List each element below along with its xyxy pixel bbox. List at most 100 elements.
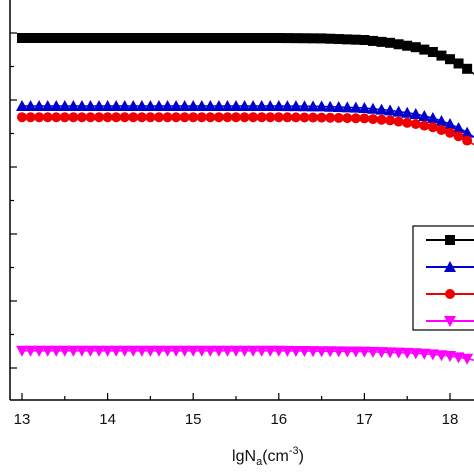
series-2-marker bbox=[118, 100, 131, 111]
series-4-marker bbox=[418, 348, 431, 360]
x-axis-title-main: lgN bbox=[232, 448, 256, 465]
series-3-marker bbox=[359, 113, 370, 124]
series-4-marker bbox=[41, 345, 54, 357]
series-3-marker bbox=[248, 112, 259, 123]
series-1-marker bbox=[171, 33, 182, 43]
series-4-marker bbox=[384, 347, 397, 359]
series-3-marker bbox=[453, 131, 464, 142]
series-2-marker bbox=[101, 100, 114, 111]
x-tick-label: 14 bbox=[99, 411, 116, 428]
series-1-marker bbox=[188, 33, 199, 43]
series-3-marker bbox=[68, 112, 79, 123]
series-2-marker bbox=[332, 101, 345, 113]
series-4-marker bbox=[324, 346, 337, 358]
series-1-marker bbox=[153, 33, 164, 43]
series-2-marker bbox=[50, 100, 63, 111]
series-3-marker bbox=[59, 112, 70, 123]
series-3-marker bbox=[385, 115, 396, 126]
series-1-marker bbox=[94, 33, 105, 43]
series-2-marker bbox=[247, 100, 260, 111]
series-1-marker bbox=[273, 33, 284, 43]
series-2-marker bbox=[110, 100, 123, 111]
series-2-marker bbox=[152, 100, 165, 111]
series-layer bbox=[16, 33, 474, 365]
series-2-marker bbox=[33, 100, 46, 111]
series-1-marker bbox=[196, 33, 207, 43]
series-4-marker bbox=[152, 345, 165, 357]
series-1-marker bbox=[367, 35, 378, 46]
series-4-marker bbox=[247, 345, 260, 357]
legend-marker-1 bbox=[445, 235, 455, 245]
series-4-marker bbox=[178, 345, 191, 357]
series-3-marker bbox=[282, 112, 293, 123]
series-2-marker bbox=[204, 100, 217, 111]
series-4-marker bbox=[67, 345, 80, 357]
series-2-marker bbox=[135, 100, 148, 111]
series-1-marker bbox=[179, 33, 190, 43]
series-4-marker bbox=[461, 353, 474, 365]
series-4-marker bbox=[401, 347, 414, 359]
series-3-marker bbox=[188, 112, 199, 123]
series-3-marker bbox=[136, 112, 147, 123]
series-1-marker bbox=[359, 35, 370, 45]
series-4-marker bbox=[332, 346, 345, 358]
series-4-marker bbox=[435, 350, 448, 362]
series-2-marker bbox=[212, 100, 225, 111]
series-2-marker bbox=[24, 100, 37, 111]
series-1-marker bbox=[402, 40, 413, 51]
series-1-marker bbox=[282, 33, 293, 44]
series-1-marker bbox=[68, 33, 79, 43]
series-4-marker bbox=[127, 345, 140, 357]
series-4-marker bbox=[101, 345, 114, 357]
series-1-marker bbox=[427, 47, 438, 57]
series-2-marker bbox=[358, 102, 371, 113]
series-1-marker bbox=[308, 33, 319, 44]
series-2-marker bbox=[281, 100, 294, 112]
series-4-marker bbox=[272, 345, 285, 357]
series-3-marker bbox=[462, 135, 473, 146]
series-2 bbox=[16, 100, 474, 138]
series-1-marker bbox=[213, 33, 224, 43]
series-2-marker bbox=[127, 100, 140, 111]
series-4-marker bbox=[426, 349, 439, 361]
series-2-marker bbox=[289, 100, 302, 112]
series-4-marker bbox=[144, 345, 157, 357]
x-axis-title-superscript: -3 bbox=[289, 445, 299, 457]
x-tick-label: 16 bbox=[270, 411, 287, 428]
series-4-marker bbox=[75, 345, 88, 357]
series-4-marker bbox=[289, 345, 302, 357]
series-3-marker bbox=[145, 112, 156, 123]
series-4-marker bbox=[298, 346, 311, 358]
series-1-marker bbox=[333, 34, 344, 45]
x-axis-title-close: ) bbox=[299, 448, 304, 465]
legend-box bbox=[412, 225, 474, 331]
series-1-marker bbox=[385, 37, 396, 48]
series-2-marker bbox=[409, 108, 422, 119]
x-axis-title: lgNa(cm-3) bbox=[232, 445, 304, 468]
series-4-marker bbox=[135, 345, 148, 357]
series-4-marker bbox=[221, 345, 234, 357]
series-3-marker bbox=[102, 112, 113, 123]
series-1-marker bbox=[462, 63, 473, 74]
series-1-marker bbox=[85, 33, 96, 43]
series-2-marker bbox=[435, 115, 448, 126]
series-4-marker bbox=[204, 345, 217, 357]
series-1-marker bbox=[59, 33, 70, 43]
legend-marker-4 bbox=[444, 316, 456, 327]
series-3-marker bbox=[239, 112, 250, 123]
series-3-marker bbox=[393, 116, 404, 127]
series-4-marker bbox=[16, 345, 28, 357]
series-3-marker bbox=[17, 112, 27, 123]
series-4-marker bbox=[212, 345, 225, 357]
series-3-marker bbox=[171, 112, 182, 123]
series-4-marker bbox=[118, 345, 131, 357]
series-3-marker bbox=[419, 120, 430, 131]
series-3-marker bbox=[111, 112, 122, 123]
series-1-marker bbox=[325, 33, 336, 44]
series-3-marker bbox=[273, 112, 284, 123]
series-3-marker bbox=[316, 112, 327, 123]
series-4-marker bbox=[264, 345, 277, 357]
series-1-marker bbox=[102, 33, 113, 43]
series-3-marker bbox=[427, 122, 438, 133]
x-tick-label: 18 bbox=[442, 411, 459, 428]
